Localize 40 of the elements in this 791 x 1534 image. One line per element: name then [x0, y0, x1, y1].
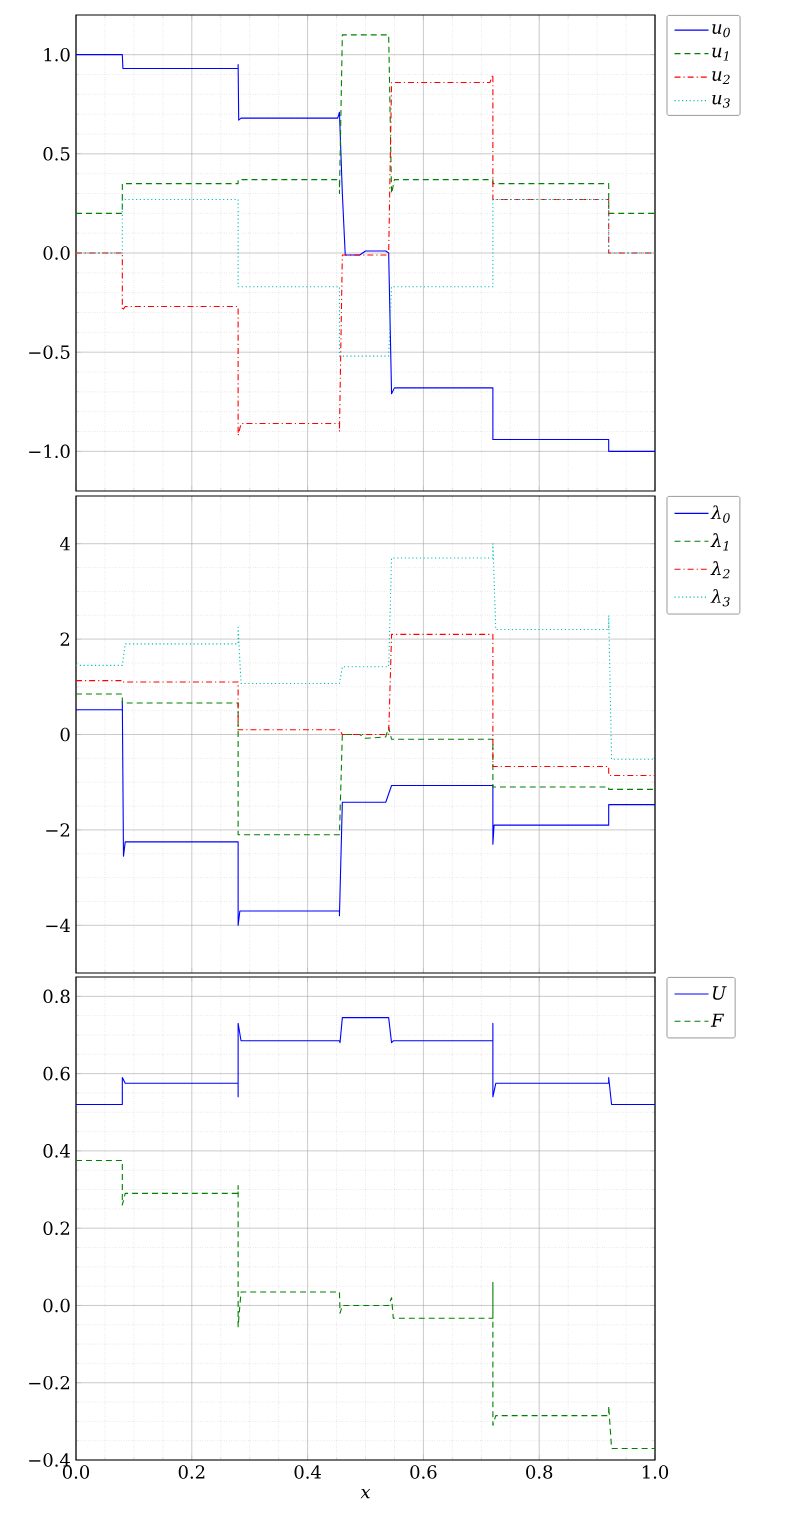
line-series: [76, 34, 656, 214]
legend-label: λ$_{2}$: [710, 561, 730, 579]
y-tick-label: 1.0: [44, 47, 70, 62]
y-tick-label: −2: [46, 823, 70, 837]
legend-label: λ$_{0}$: [710, 505, 730, 523]
legend-label: λ$_{1}$: [710, 533, 728, 551]
legend-label: λ$_{3}$: [710, 589, 730, 607]
y-tick-label: 0.0: [43, 246, 70, 260]
legend-label: u$_{3}$: [712, 94, 730, 108]
line-series: [76, 693, 656, 836]
legend-label: u$_{2}$: [712, 71, 730, 85]
y-tick-label: 0: [60, 727, 70, 742]
y-tick-label: 2: [60, 632, 70, 646]
y-tick-label: 0.4: [43, 1144, 70, 1158]
x-tick-label: 1.0: [642, 1465, 669, 1479]
line-series: [76, 1017, 656, 1106]
x-tick-label: 0.6: [410, 1465, 437, 1479]
line-series: [76, 198, 656, 357]
legend-label: F: [710, 1013, 725, 1027]
y-tick-label: 4: [59, 537, 70, 551]
y-tick-label: 0.2: [43, 1221, 70, 1235]
y-tick-label: 0.8: [43, 989, 70, 1004]
y-tick-label: −1.0: [29, 444, 70, 459]
y-tick-label: 0.6: [43, 1066, 70, 1081]
x-tick-label: 0.2: [178, 1465, 205, 1479]
line-series: [76, 633, 656, 777]
y-tick-label: −4: [46, 918, 70, 932]
y-tick-label: 0.0: [43, 1298, 70, 1313]
legend-label: U: [713, 986, 727, 1000]
y-tick-label: −0.5: [29, 345, 70, 359]
x-tick-label: 0.4: [294, 1465, 321, 1479]
x-tick-label: 0.8: [526, 1465, 553, 1479]
y-tick-label: 0.5: [43, 147, 70, 161]
x-axis-title: x: [360, 1488, 371, 1499]
legend-label: u$_{1}$: [712, 47, 729, 61]
line-series: [76, 543, 656, 760]
legend-label: u$_{0}$: [712, 24, 730, 38]
line-series: [76, 1160, 656, 1449]
y-tick-label: −0.2: [29, 1375, 70, 1390]
y-tick-label: −0.4: [29, 1453, 70, 1467]
